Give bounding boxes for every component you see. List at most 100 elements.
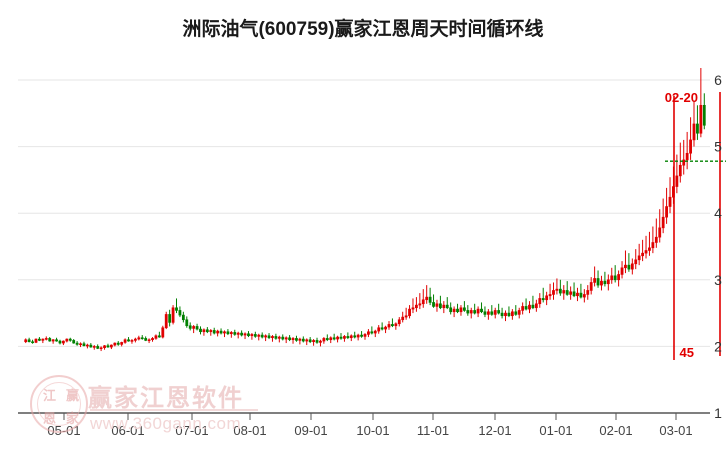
candle xyxy=(99,346,103,352)
candle xyxy=(175,298,178,314)
candle xyxy=(343,335,346,342)
candle-body xyxy=(702,104,706,126)
candle-body xyxy=(384,326,387,330)
candle xyxy=(630,258,634,275)
candle xyxy=(696,105,699,140)
candle-body xyxy=(360,334,363,337)
candle-body xyxy=(151,338,154,341)
y-axis-label: 6 xyxy=(714,72,722,88)
candle xyxy=(617,270,621,287)
candle-body xyxy=(661,216,665,229)
candle-body xyxy=(332,337,336,340)
candle xyxy=(500,307,504,319)
candle-body xyxy=(401,316,405,321)
candle xyxy=(644,235,648,259)
candle-body xyxy=(31,341,34,344)
candle xyxy=(202,328,206,336)
candle-body xyxy=(58,340,62,344)
candle-body xyxy=(329,337,333,341)
candle xyxy=(528,301,531,314)
candle-body xyxy=(641,252,645,257)
candle xyxy=(606,274,610,291)
candle xyxy=(250,333,254,340)
candle-body xyxy=(651,242,655,249)
candle xyxy=(315,337,319,344)
candle-body xyxy=(675,175,679,187)
candle xyxy=(34,338,38,344)
candle xyxy=(593,266,597,287)
candle-body xyxy=(510,311,514,317)
candle xyxy=(401,311,405,323)
candle-body xyxy=(120,342,124,345)
candle xyxy=(497,303,501,315)
candle-body xyxy=(349,335,353,339)
candle xyxy=(288,335,292,342)
candle xyxy=(192,325,196,334)
candle-body xyxy=(552,290,555,295)
candle xyxy=(332,333,336,341)
candle xyxy=(531,295,535,310)
candle xyxy=(75,341,79,346)
candle xyxy=(82,341,86,347)
candle-body xyxy=(665,206,668,218)
candle-body xyxy=(127,339,130,342)
candle xyxy=(462,301,466,312)
candle-body xyxy=(617,274,621,281)
candle-body xyxy=(322,338,326,342)
candle-body xyxy=(452,308,456,313)
candle-body xyxy=(408,308,411,317)
candle xyxy=(648,231,651,256)
candle xyxy=(86,343,89,349)
candle-body xyxy=(644,250,648,254)
candle xyxy=(524,298,528,311)
candle xyxy=(678,142,682,183)
x-axis-label: 11-01 xyxy=(417,423,449,438)
candle xyxy=(514,305,518,316)
candle xyxy=(438,295,442,310)
candle xyxy=(205,327,209,334)
candle xyxy=(349,334,353,342)
candle-body xyxy=(339,336,343,339)
candle-body xyxy=(62,340,65,344)
candle xyxy=(610,267,614,284)
candle-body xyxy=(438,303,442,309)
candle-body xyxy=(92,346,96,348)
candle xyxy=(356,333,360,341)
candle-body xyxy=(593,278,597,283)
candle xyxy=(397,317,401,327)
candle-body xyxy=(565,290,569,295)
candle-body xyxy=(353,335,357,338)
candle xyxy=(411,298,415,314)
candle-body xyxy=(428,296,432,303)
candle xyxy=(661,198,665,234)
candle xyxy=(336,335,339,343)
candle xyxy=(627,253,631,272)
candle xyxy=(277,335,281,343)
candle-body xyxy=(480,308,483,313)
candle xyxy=(339,333,343,340)
candle xyxy=(702,93,706,130)
candle xyxy=(68,337,72,342)
candle xyxy=(538,293,542,308)
candle-body xyxy=(668,196,672,207)
candle xyxy=(641,239,645,262)
candle xyxy=(562,285,566,300)
candle xyxy=(552,282,555,300)
candle-body xyxy=(34,338,38,343)
candle-body xyxy=(634,259,638,265)
candle-body xyxy=(233,332,237,335)
candle-body xyxy=(558,288,562,294)
y-axis-label: 1 xyxy=(714,405,722,421)
candle-body xyxy=(380,327,384,330)
x-axis-label: 07-01 xyxy=(175,423,208,438)
candle xyxy=(27,337,31,343)
candle-body xyxy=(243,333,247,336)
candle xyxy=(151,337,154,342)
candle xyxy=(596,270,600,288)
candle-body xyxy=(589,282,593,291)
candle-body xyxy=(356,334,360,338)
candle-body xyxy=(586,290,590,295)
x-axis-label: 02-01 xyxy=(599,423,632,438)
x-axis-label: 05-01 xyxy=(47,423,80,438)
cycle-count-label: 45 xyxy=(680,345,694,360)
